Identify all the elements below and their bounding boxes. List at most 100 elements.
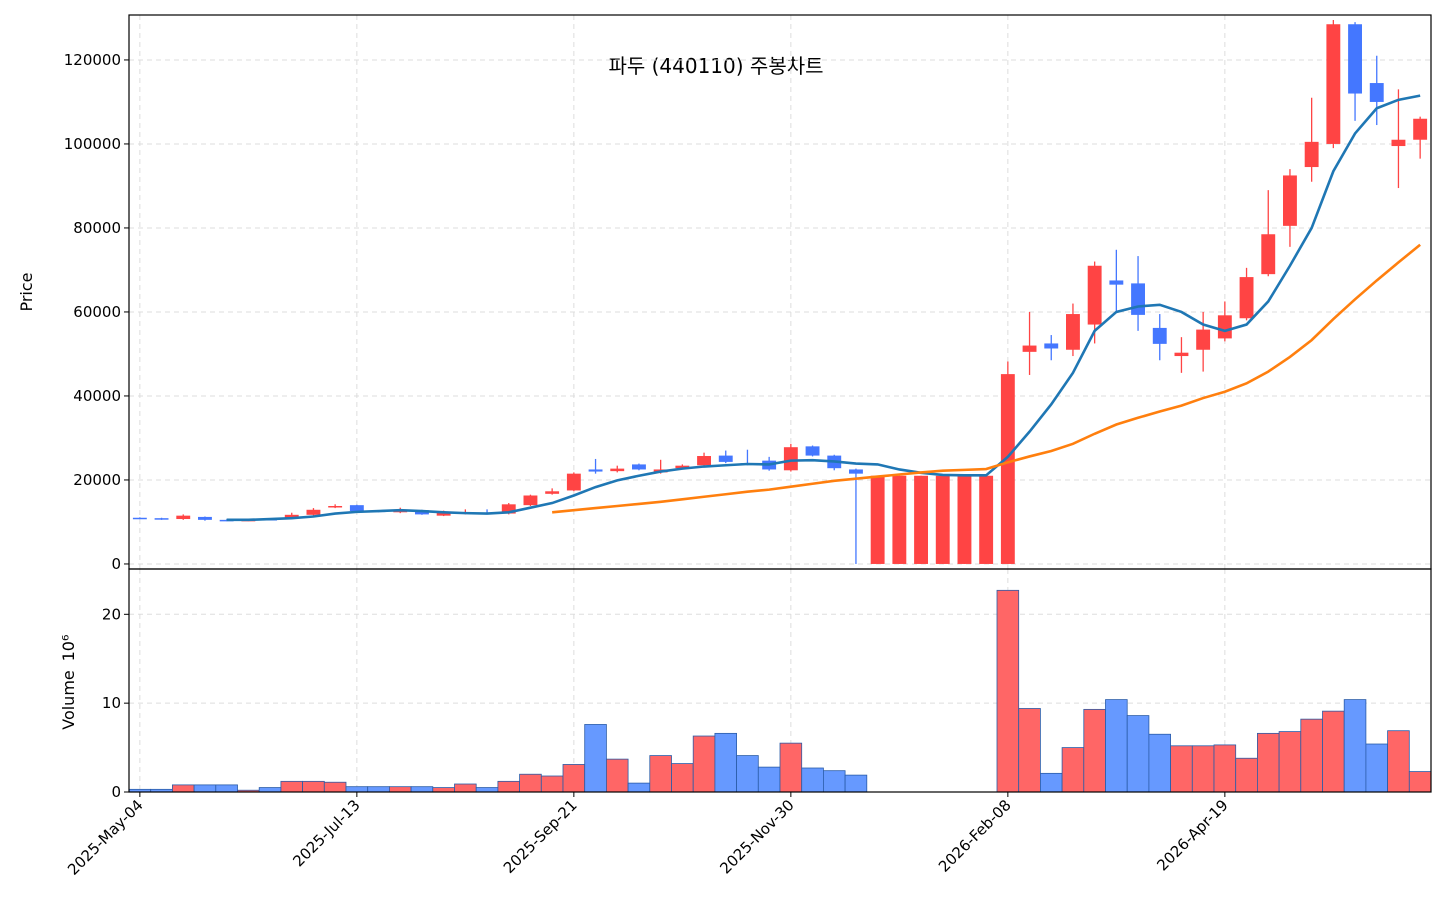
candle-body bbox=[1261, 234, 1276, 275]
candle-body bbox=[632, 464, 646, 470]
volume-bar bbox=[280, 780, 303, 793]
volume-bar bbox=[1322, 710, 1345, 793]
volume-bar bbox=[801, 767, 824, 793]
chart-title: 파두 (440110) 주봉차트 bbox=[608, 54, 823, 78]
volume-offset: 10⁶ bbox=[59, 635, 78, 662]
candle-body bbox=[697, 456, 711, 466]
volume-bar bbox=[1105, 699, 1128, 793]
y-tick-label: 120000 bbox=[64, 51, 121, 69]
x-tick-label: 2025-Nov-30 bbox=[716, 796, 797, 877]
candle-body bbox=[1152, 327, 1167, 344]
y-tick-label: 80000 bbox=[73, 219, 121, 237]
volume-bar bbox=[736, 755, 759, 793]
volume-bar bbox=[1191, 745, 1215, 793]
volume-bar bbox=[475, 787, 499, 793]
candle-body bbox=[805, 446, 820, 456]
candle-body bbox=[566, 473, 581, 491]
volume-bar bbox=[1083, 708, 1106, 793]
x-tick-label: 2025-Sep-21 bbox=[500, 796, 581, 877]
volume-bar bbox=[1365, 743, 1389, 793]
x-tick-label: 2025-May-04 bbox=[64, 796, 147, 879]
candle-body bbox=[154, 518, 169, 520]
y-tick-label: 40000 bbox=[73, 387, 121, 405]
volume-bar bbox=[996, 589, 1020, 793]
candle-body bbox=[132, 517, 147, 520]
volume-bar bbox=[562, 764, 586, 793]
x-tick-label: 2026-Apr-19 bbox=[1153, 796, 1231, 874]
volume-bar bbox=[323, 781, 347, 793]
candle-body bbox=[1109, 280, 1124, 285]
volume-bar bbox=[1278, 731, 1302, 793]
volume-bar bbox=[388, 786, 412, 793]
candle-body bbox=[1283, 175, 1297, 226]
candle-body bbox=[892, 475, 907, 564]
y-tick-label: 60000 bbox=[73, 303, 121, 321]
candle-body bbox=[198, 516, 212, 520]
y-tick-label: 100000 bbox=[64, 135, 121, 153]
candle-body bbox=[1044, 343, 1059, 349]
candle-body bbox=[914, 475, 928, 564]
volume-bar bbox=[497, 780, 520, 793]
volume-bar bbox=[1061, 747, 1085, 793]
candle-body bbox=[1022, 345, 1037, 352]
moving-average-line bbox=[226, 94, 1421, 522]
x-tick-label: 2025-Jul-13 bbox=[289, 796, 363, 870]
volume-axis-label: Volume bbox=[59, 670, 78, 730]
volume-bar bbox=[1300, 718, 1323, 793]
price-frame bbox=[128, 14, 1432, 570]
volume-bar bbox=[519, 773, 542, 793]
volume-bar bbox=[410, 786, 434, 793]
candle-body bbox=[675, 465, 690, 469]
y-tick-label: 0 bbox=[111, 783, 121, 801]
moving-average-line bbox=[552, 243, 1421, 514]
volume-bar bbox=[302, 780, 325, 793]
y-tick-label: 10 bbox=[102, 694, 121, 712]
candle-body bbox=[545, 491, 560, 494]
candle-body bbox=[1087, 265, 1102, 325]
candle-body bbox=[979, 475, 994, 564]
candle-body bbox=[501, 504, 516, 514]
candle-body bbox=[1131, 283, 1145, 315]
candle-body bbox=[1326, 24, 1341, 144]
volume-bar bbox=[258, 787, 282, 793]
volume-bar bbox=[1213, 744, 1237, 793]
volume-bar bbox=[171, 784, 195, 793]
volume-bar bbox=[1040, 772, 1063, 793]
candle-body bbox=[849, 469, 863, 474]
volume-bar bbox=[757, 766, 781, 793]
candle-body bbox=[1348, 24, 1362, 94]
volume-bar bbox=[367, 786, 390, 793]
candle-body bbox=[436, 512, 451, 516]
candle-body bbox=[1304, 141, 1319, 168]
candle-body bbox=[870, 475, 885, 564]
volume-bar bbox=[671, 763, 694, 793]
volume-bar bbox=[540, 775, 564, 793]
candle-body bbox=[783, 447, 798, 471]
volume-bar bbox=[649, 755, 672, 793]
volume-bar bbox=[1148, 733, 1172, 793]
volume-bar bbox=[1257, 732, 1280, 793]
volume-bar bbox=[345, 786, 369, 793]
candle-body bbox=[284, 514, 299, 519]
volume-bar bbox=[193, 784, 217, 793]
volume-frame bbox=[128, 568, 1432, 793]
candle-body bbox=[1391, 139, 1406, 147]
volume-bar bbox=[823, 770, 846, 793]
volume-bar bbox=[779, 742, 803, 793]
volume-bar bbox=[1408, 771, 1432, 793]
candle-body bbox=[588, 469, 603, 472]
volume-bar bbox=[1235, 757, 1258, 793]
volume-bar bbox=[844, 774, 868, 793]
volume-bar bbox=[1387, 730, 1410, 793]
y-tick-label: 20000 bbox=[73, 471, 121, 489]
y-axis-label: Price bbox=[17, 272, 36, 311]
volume-bar bbox=[714, 732, 738, 793]
volume-bar bbox=[627, 782, 651, 793]
volume-bar bbox=[584, 724, 607, 793]
volume-bar bbox=[1343, 699, 1367, 793]
volume-bar bbox=[1126, 715, 1150, 793]
volume-bar bbox=[1018, 708, 1041, 793]
volume-bar bbox=[1170, 745, 1193, 793]
candle-body bbox=[1066, 314, 1080, 350]
volume-bar bbox=[606, 758, 629, 793]
